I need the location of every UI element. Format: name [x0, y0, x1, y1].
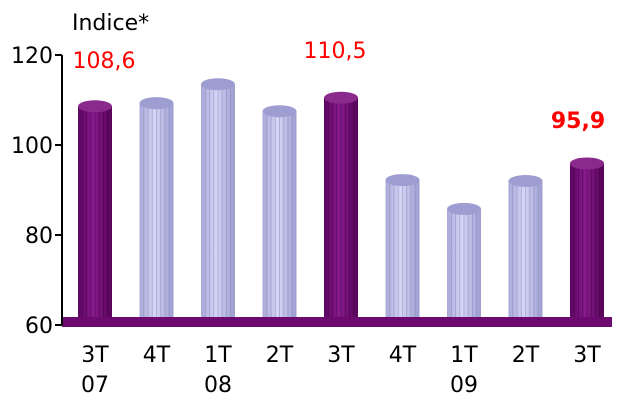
y-ticks-group: 60 80 100 120 — [11, 44, 62, 339]
bar — [139, 97, 174, 328]
bar-body — [570, 163, 604, 327]
bar-top-cap — [139, 97, 174, 110]
x-tick-label: 1T — [204, 343, 232, 368]
bar — [508, 175, 543, 327]
bar — [447, 202, 481, 327]
y-axis-title: Indice* — [72, 11, 149, 36]
x-tick-year-label: 07 — [81, 373, 109, 394]
y-tick-label: 80 — [25, 224, 53, 249]
x-tick-label: 3T — [81, 343, 109, 368]
data-label: 110,5 — [304, 39, 367, 64]
bar-body — [385, 180, 420, 327]
data-labels-group: 108,6 110,5 95,9 — [73, 39, 606, 134]
y-tick-label: 60 — [25, 314, 53, 339]
chart-floor — [62, 317, 612, 327]
x-tick-label: 1T — [450, 343, 478, 368]
bars-group — [78, 78, 604, 328]
x-tick-label: 3T — [327, 343, 355, 368]
bar-top-cap — [201, 78, 235, 91]
data-label: 95,9 — [551, 109, 605, 134]
x-tick-label: 4T — [389, 343, 417, 368]
bar — [385, 174, 420, 327]
bar-body — [324, 97, 358, 327]
bar — [201, 78, 235, 327]
x-ticks-group: 3T 07 4T 1T 08 2T 3T 4T 1T 09 2T 3T — [81, 343, 601, 394]
x-tick-label: 3T — [573, 343, 601, 368]
bar — [262, 105, 297, 327]
bar-body — [508, 181, 543, 327]
y-tick-label: 120 — [11, 44, 53, 69]
x-tick-label: 4T — [143, 343, 171, 368]
x-tick-label: 2T — [512, 343, 540, 368]
bar-body — [447, 208, 481, 327]
bar-body — [262, 111, 297, 327]
bar-top-cap — [508, 175, 543, 187]
bar-top-cap — [570, 157, 604, 170]
bar-body — [139, 103, 174, 328]
bar-top-cap — [324, 91, 358, 104]
bar-top-cap — [262, 105, 297, 118]
bar — [324, 91, 358, 327]
x-tick-year-label: 08 — [204, 373, 232, 394]
bar — [78, 100, 112, 327]
bar-top-cap — [447, 202, 481, 215]
bar-top-cap — [385, 174, 420, 187]
bar-body — [201, 84, 235, 327]
y-tick-label: 100 — [11, 134, 53, 159]
data-label: 108,6 — [73, 49, 136, 74]
x-tick-label: 2T — [266, 343, 294, 368]
x-tick-year-label: 09 — [450, 373, 478, 394]
bar-top-cap — [78, 100, 112, 113]
bar-body — [78, 106, 112, 327]
bar — [570, 157, 604, 327]
